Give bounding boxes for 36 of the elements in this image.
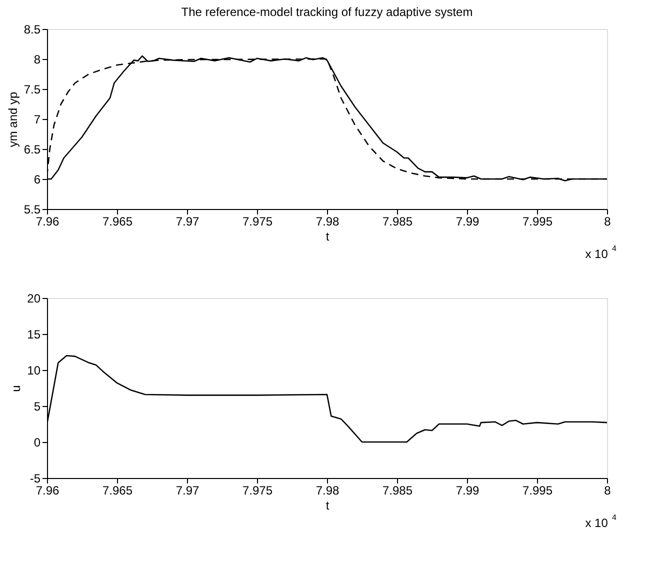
x-tick-label: 7.965 — [102, 484, 133, 498]
y-tick-label: 5 — [34, 400, 41, 414]
x-tick-label: 7.995 — [522, 214, 553, 228]
x-tick-label: 7.975 — [242, 484, 273, 498]
x-tick-label: 7.99 — [456, 214, 480, 228]
chart-title: The reference-model tracking of fuzzy adaptive system — [181, 5, 473, 19]
y-tick-label: 0 — [34, 436, 41, 450]
x-tick-label: 7.965 — [102, 214, 133, 228]
x-tick-label: 7.96 — [36, 484, 60, 498]
x-tick-label: 7.96 — [36, 214, 60, 228]
y-tick-label: 10 — [27, 364, 41, 378]
x-tick-label: 7.985 — [382, 214, 413, 228]
y-tick-label: 8 — [34, 52, 41, 66]
x-tick-label: 7.98 — [316, 214, 340, 228]
x-tick-label: 7.99 — [456, 484, 480, 498]
x-axis-title: t — [326, 498, 330, 512]
y-tick-label: -5 — [30, 472, 41, 486]
x-tick-label: 7.975 — [242, 214, 273, 228]
x-axis-title: t — [326, 230, 330, 244]
y-tick-label: 6 — [34, 172, 41, 186]
y-tick-label: 20 — [27, 292, 41, 306]
x-tick-label: 7.97 — [176, 484, 200, 498]
y-axis-title: ym and yp — [6, 91, 20, 148]
y-axis-title: u — [9, 385, 24, 392]
x-tick-label: 8 — [604, 484, 612, 498]
x-tick-label: 7.995 — [522, 484, 553, 498]
x-tick-label: 7.97 — [176, 214, 200, 228]
x-tick-label: 7.98 — [316, 484, 340, 498]
y-tick-label: 8.5 — [24, 22, 41, 36]
x-tick-label: 8 — [604, 214, 612, 228]
y-tick-label: 5.5 — [24, 202, 41, 216]
x-tick-label: 7.985 — [382, 484, 413, 498]
y-tick-label: 15 — [27, 328, 41, 342]
y-tick-label: 6.5 — [24, 142, 41, 156]
y-tick-label: 7 — [34, 112, 41, 126]
y-tick-label: 7.5 — [24, 82, 41, 96]
